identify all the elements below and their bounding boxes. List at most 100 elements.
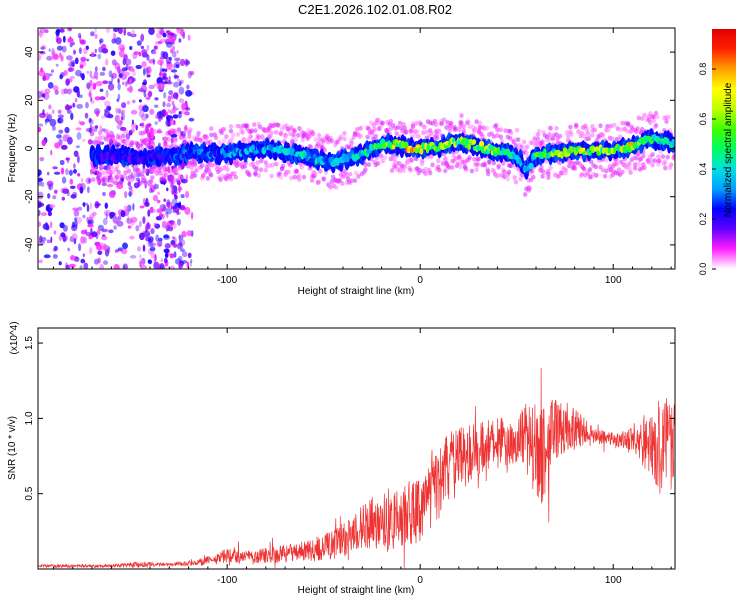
heat-cell [503,128,508,134]
heat-cell [115,163,120,169]
heat-cell [440,161,446,167]
heat-cell [513,179,519,185]
heat-cell [58,129,64,134]
heat-cell [274,161,279,167]
heat-cell [475,162,480,167]
heat-cell [118,73,123,79]
heat-cell [114,249,119,253]
heat-cell [167,109,171,113]
heat-cell [109,178,114,184]
heat-cell [441,117,447,123]
heat-cell [38,29,43,38]
heat-cell [98,135,103,141]
heat-cell [52,109,55,114]
heat-cell [144,184,147,189]
heat-cell [160,258,163,263]
heat-cell [141,49,148,55]
heat-cell [47,82,54,89]
heat-cell [187,252,192,259]
heat-cell [322,147,327,153]
heat-cell [147,238,152,244]
heat-cell [554,125,559,131]
heat-cell [89,70,93,79]
heat-cell [122,242,128,250]
heat-cell [408,167,413,173]
heat-cell [177,113,182,119]
heat-cell [477,125,483,131]
heat-cell [76,103,83,109]
heat-cell [168,169,173,174]
heat-cell [38,177,44,182]
heat-cell [116,183,124,190]
heat-cell [218,167,223,173]
heat-cell [274,129,279,135]
heat-cell [172,210,177,214]
heat-cell [153,222,157,227]
heat-cell [117,83,121,91]
heat-cell [648,120,653,126]
heat-cell [184,206,191,215]
heat-cell [167,95,172,103]
heat-cell [130,33,137,38]
heat-cell [181,230,187,238]
heat-cell [270,162,275,168]
heat-cell [78,243,82,252]
heat-cell [495,133,500,139]
heat-cell [459,113,464,118]
heat-cell [608,123,614,129]
heat-cell [148,28,155,35]
heat-cell [80,236,85,244]
heat-cell [616,167,622,173]
heat-cell [467,143,472,151]
heat-cell [95,176,101,182]
heat-cell [278,131,283,137]
heat-cell [365,134,370,140]
heat-cell [178,98,185,103]
heat-cell [121,133,126,139]
heat-cell [252,122,257,127]
heat-cell [391,153,396,158]
heat-cell [117,78,120,84]
heat-cell [178,186,183,191]
heat-cell [602,173,608,179]
heat-cell [248,134,253,140]
heat-cell [395,125,400,130]
heat-cell [130,189,134,195]
heat-cell [540,139,545,145]
heat-cell [60,116,64,124]
heat-cell [542,170,548,176]
heat-cell [154,41,162,45]
heat-cell [636,151,641,157]
heat-cell [179,58,186,67]
x-tick-label: 100 [605,575,622,586]
heat-cell [176,49,179,54]
heat-cell [666,114,671,120]
heat-cell [300,137,305,143]
heat-cell [635,126,640,132]
heat-cell [297,173,302,178]
heat-cell [104,59,109,66]
heat-cell [145,129,150,135]
heat-cell [196,131,201,136]
heat-cell [175,178,180,183]
y-tick-label: 40 [24,46,35,58]
heat-cell [176,242,183,250]
heat-cell [99,264,105,269]
heat-cell [73,150,79,157]
heat-cell [162,73,167,80]
heat-cell [109,211,116,218]
heat-cell [179,134,184,140]
heat-cell [77,173,81,177]
heat-cell [129,78,132,85]
heat-cell [166,111,168,117]
heat-cell [133,77,136,82]
heat-cell [161,76,169,81]
heat-cell [80,229,87,235]
heat-cell [290,138,295,144]
heat-cell [116,169,121,175]
heat-cell [257,124,263,130]
heat-cell [225,167,230,173]
heat-cell [423,171,428,177]
heat-cell [125,81,128,87]
heat-cell [39,157,45,162]
